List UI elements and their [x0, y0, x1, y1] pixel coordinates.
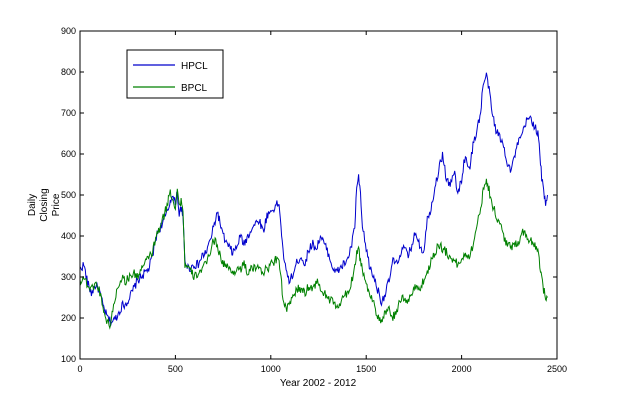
y-tick-label: 700 [61, 108, 76, 118]
x-axis-label: Year 2002 - 2012 [280, 378, 357, 389]
legend-label-bpcl: BPCL [181, 83, 208, 94]
y-axis-label-line-2: Closing [39, 188, 50, 221]
plot-lines [79, 72, 548, 330]
y-tick-label: 400 [61, 231, 76, 241]
x-tick-label: 1000 [261, 364, 281, 374]
x-tick-label: 2500 [547, 364, 567, 374]
y-tick-label: 500 [61, 190, 76, 200]
x-tick-label: 2000 [452, 364, 472, 374]
y-axis-label-line-3: Price [51, 193, 62, 216]
series-line-bpcl [79, 178, 548, 330]
x-tick-label: 0 [77, 364, 82, 374]
legend-box [126, 49, 224, 99]
y-tick-label: 600 [61, 149, 76, 159]
y-tick-label: 100 [61, 354, 76, 364]
ticks: 0 500 1000 1500 2000 2500 100 200 300 400 500 600 70… [61, 26, 567, 374]
x-tick-label: 500 [168, 364, 183, 374]
y-tick-label: 800 [61, 67, 76, 77]
legend: HPCL BPCL [126, 49, 224, 99]
y-tick-label: 300 [61, 272, 76, 282]
y-tick-label: 200 [61, 313, 76, 323]
y-axis-label-line-1: Daily [27, 194, 38, 216]
y-tick-label: 900 [61, 26, 76, 36]
legend-label-hpcl: HPCL [181, 61, 208, 72]
x-tick-label: 1500 [356, 364, 376, 374]
